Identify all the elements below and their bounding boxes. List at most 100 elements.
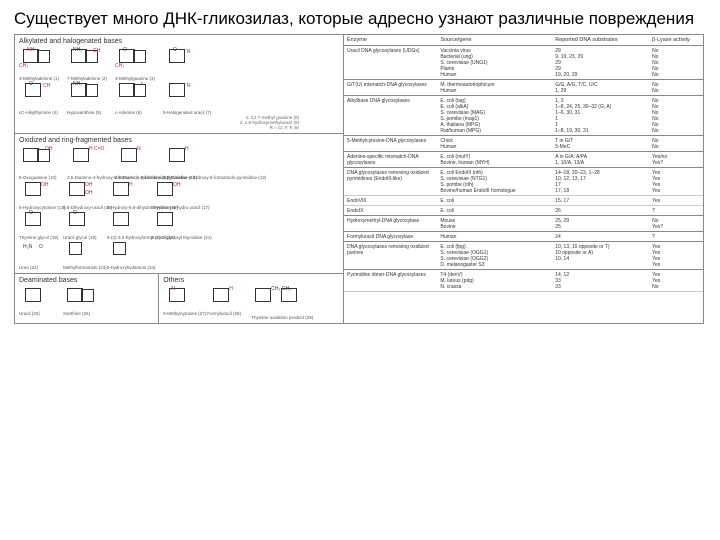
table-cell: Alkylbase DNA glycosylases bbox=[344, 96, 437, 136]
table-cell: No No bbox=[649, 80, 703, 96]
table-cell: No Yes? bbox=[649, 216, 703, 232]
table-cell: Yes Yes Yes Yes bbox=[649, 242, 703, 270]
table-cell: No No No No No No bbox=[649, 96, 703, 136]
chem-row: OThymine glycol (18) OUracil glycol (19)… bbox=[19, 210, 339, 238]
table-row: Adenine-specific mismatch-DNA glycosylas… bbox=[344, 152, 703, 168]
table-cell: T in G/T 5-MeC bbox=[552, 136, 649, 152]
chem-structure: OUracil glycol (19) bbox=[63, 210, 101, 238]
table-cell: 15, 17 bbox=[552, 196, 649, 206]
section-title: Others bbox=[163, 277, 339, 284]
table-cell: 1, 3 1–8, 24, 25, 30–32 (G, A) 1–6, 30, … bbox=[552, 96, 649, 136]
table-row: EndoVIIIE. coli15, 17Yes bbox=[344, 196, 703, 206]
table-cell: Vaccinia virus Bacterial (ung) S. cerevi… bbox=[437, 46, 552, 80]
table-row: EndoIXE. coli26? bbox=[344, 206, 703, 216]
section-title: Deaminated bases bbox=[19, 277, 154, 284]
table-cell: Uracil DNA glycosylases (UDGs) bbox=[344, 46, 437, 80]
table-cell: 14–18, 20–23, 1–28 10, 12, 13, 17 17 17,… bbox=[552, 168, 649, 196]
chem-structure: OCH₃3-Methylguanine (3) bbox=[115, 47, 157, 79]
chem-structure: R5-Halogenated uracil (7) bbox=[163, 81, 205, 113]
table-cell: Yes Yes No bbox=[649, 270, 703, 292]
table-cell: No No bbox=[649, 136, 703, 152]
chemical-structures-panel: Alkylated and halogenated bases NHCH₃3-M… bbox=[14, 34, 344, 324]
table-cell: 25, 29 25 bbox=[552, 216, 649, 232]
section-others: Others N5-Methylcytosine (27) HFormylura… bbox=[159, 274, 343, 323]
table-cell: Formyluracil DNA glycosylase bbox=[344, 232, 437, 242]
table-cell: A in G/A; A/PA 1, 10/A, 13/A bbox=[552, 152, 649, 168]
table-cell: M. thermoautotrophicum Human bbox=[437, 80, 552, 96]
table-cell: Yes/no Yes? bbox=[649, 152, 703, 168]
chem-structure: H2,2-Diamino-4-hydroxy-5-formamido pyrim… bbox=[163, 146, 205, 178]
chem-structure: NH₂CH7-Methyladenine (2) bbox=[67, 47, 109, 79]
table-cell: ? bbox=[649, 232, 703, 242]
col-source: Source/gene bbox=[437, 35, 552, 46]
table-cell: Pyrimidine dimer-DNA glycosylases bbox=[344, 270, 437, 292]
page-title: Существует много ДНК-гликозилаз, которые… bbox=[0, 0, 720, 34]
chem-structure: OH5-Hydroxycytosine (14) bbox=[19, 180, 57, 208]
table-cell: E. coli (fpg) S. cerevisiae (OGG1) S. ce… bbox=[437, 242, 552, 270]
chem-structure: CH₃ CH₃Thymine oxidation product (29) bbox=[251, 286, 311, 318]
table-cell: 24 bbox=[552, 232, 649, 242]
table-row: Formyluracil DNA glycosylaseHuman24? bbox=[344, 232, 703, 242]
table-cell: E. coli bbox=[437, 196, 552, 206]
table-row: DNA glycosylases removing oxidized pyrim… bbox=[344, 168, 703, 196]
section-title: Oxidized and ring-fragmented bases bbox=[19, 137, 339, 144]
section-oxidized: Oxidized and ring-fragmented bases OH8-O… bbox=[15, 134, 343, 274]
table-cell: G/G, A/G, T/C, U/C 1, 29 bbox=[552, 80, 649, 96]
table-cell: Yes Yes Yes Yes bbox=[649, 168, 703, 196]
table-cell: Adenine-specific mismatch-DNA glycosylas… bbox=[344, 152, 437, 168]
section-title: Alkylated and halogenated bases bbox=[19, 38, 339, 45]
chem-row: NHCH₃3-Methyladenine (1) NH₂CH7-Methylad… bbox=[19, 47, 339, 79]
chem-structure: N4,6-Diamino-5-formamido pyrimidine (12) bbox=[115, 146, 157, 178]
chem-structure: 5-hydroxyhydantoin (24) bbox=[107, 240, 145, 268]
chem-structure: εε-Adenine (6) bbox=[115, 81, 157, 113]
chem-structure: Methylformamido (23) bbox=[63, 240, 101, 268]
chem-row: OCHεC-Alkylthymine (4) NH₂Hypoxanthine (… bbox=[19, 81, 339, 113]
chem-structure: 5-(2)-3-glycosyl thymidine (21) bbox=[151, 210, 189, 238]
chem-row: H₂NOUrea (22) Methylformamido (23) 5-hyd… bbox=[19, 240, 339, 268]
col-substrates: Reported DNA substrates bbox=[552, 35, 649, 46]
table-cell: Yes bbox=[649, 196, 703, 206]
table-cell: EndoIX bbox=[344, 206, 437, 216]
table-cell: E. coli (tag) E. coli (alkA) S. cerevisi… bbox=[437, 96, 552, 136]
chem-row: OH5-Hydroxycytosine (14) OHOH5,6-Dihydro… bbox=[19, 180, 339, 208]
table-cell: E. coli bbox=[437, 206, 552, 216]
chem-structure: H₂NOUrea (22) bbox=[19, 240, 57, 268]
table-cell: EndoVIII bbox=[344, 196, 437, 206]
chem-structure: 5-(2)-3,3-hydroxyformyl uracil (20) bbox=[107, 210, 145, 238]
table-cell: T4 (denV) M. luteus (pdg) N. crassa bbox=[437, 270, 552, 292]
table-row: DNA glycosylases removing oxidized purin… bbox=[344, 242, 703, 270]
section-note: 1. C2 7-methyl guanine (8) 2. ε-5-hydrox… bbox=[19, 115, 299, 130]
section-bottom: Deaminated bases Uracil (25) Xanthine (2… bbox=[15, 274, 343, 323]
chem-structure: OR bbox=[163, 47, 205, 79]
table-cell: G/T(U) mismatch-DNA glycosylases bbox=[344, 80, 437, 96]
table-cell: DNA glycosylases removing oxidized pyrim… bbox=[344, 168, 437, 196]
table-row: Hydroxymethyl-DNA glycosylaseMouse Bovin… bbox=[344, 216, 703, 232]
chem-structure: OCHεC-Alkylthymine (4) bbox=[19, 81, 61, 113]
chem-structure: HFormyluracil (28) bbox=[207, 286, 245, 314]
chem-structure: NHCH₃3-Methyladenine (1) bbox=[19, 47, 61, 79]
table-row: 5-Methylcytosine-DNA glycosylasesChick H… bbox=[344, 136, 703, 152]
enzyme-table: Enzyme Source/gene Reported DNA substrat… bbox=[344, 35, 703, 292]
table-row: G/T(U) mismatch-DNA glycosylasesM. therm… bbox=[344, 80, 703, 96]
table-cell: Hydroxymethyl-DNA glycosylase bbox=[344, 216, 437, 232]
table-cell: E. coli (mutY) Bovine, human (MYH) bbox=[437, 152, 552, 168]
table-cell: E. coli EndoIII (nth) S. cerevisiae (NTG… bbox=[437, 168, 552, 196]
chem-structure: Xanthine (26) bbox=[63, 286, 101, 314]
chem-row: OH8-Oxoguanine (10) H C=O2,6-Diamino-4-h… bbox=[19, 146, 339, 178]
table-cell: DNA glycosylases removing oxidized purin… bbox=[344, 242, 437, 270]
enzyme-table-panel: Enzyme Source/gene Reported DNA substrat… bbox=[344, 34, 704, 324]
table-row: Pyrimidine dimer-DNA glycosylasesT4 (den… bbox=[344, 270, 703, 292]
col-enzyme: Enzyme bbox=[344, 35, 437, 46]
chem-structure: OH5-Hydroxy-6-hydro uracil (17) bbox=[151, 180, 189, 208]
table-cell: Mouse Bovine bbox=[437, 216, 552, 232]
chem-structure: H5-Hydroxy-5,6-dihydro thymine (16) bbox=[107, 180, 145, 208]
table-cell: ? bbox=[649, 206, 703, 216]
table-row: Alkylbase DNA glycosylasesE. coli (tag) … bbox=[344, 96, 703, 136]
table-cell: 29 9, 19, 23, 29 29 29 19, 20, 29 bbox=[552, 46, 649, 80]
table-cell: 5-Methylcytosine-DNA glycosylases bbox=[344, 136, 437, 152]
table-cell: Human bbox=[437, 232, 552, 242]
chem-structure: H C=O2,6-Diamino-4-hydroxy-5-formamido p… bbox=[67, 146, 109, 178]
section-alkylated: Alkylated and halogenated bases NHCH₃3-M… bbox=[15, 35, 343, 134]
table-cell: 10, 13, 10 opposite or T) 10 opposite or… bbox=[552, 242, 649, 270]
col-lyase: β-Lyase activity bbox=[649, 35, 703, 46]
